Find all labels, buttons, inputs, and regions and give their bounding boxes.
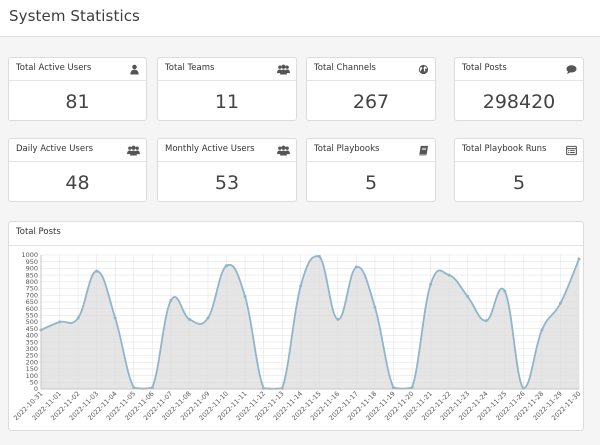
card-header: Total Active Users [9, 58, 146, 81]
data-point [317, 254, 321, 258]
y-tick-label: 400 [26, 332, 38, 340]
data-point [76, 316, 80, 320]
card-header: Total Channels [307, 58, 435, 81]
card-header: Total Posts [9, 222, 583, 246]
card-title: Total Channels [314, 63, 376, 73]
card-header: Total Playbook Runs [455, 139, 583, 162]
stat-card-monthly-active-users: Monthly Active Users 53 [157, 138, 297, 202]
data-point [113, 316, 117, 320]
page-title: System Statistics [9, 7, 140, 25]
card-title: Total Playbook Runs [462, 144, 547, 154]
users-icon [277, 145, 290, 156]
y-tick-label: 200 [26, 358, 38, 366]
data-point [150, 386, 154, 390]
y-tick-label: 550 [26, 312, 38, 320]
stat-card-total-playbook-runs: Total Playbook Runs 5 [454, 138, 584, 202]
y-tick-label: 500 [26, 318, 38, 326]
data-point [577, 257, 581, 261]
card-header: Total Teams [158, 58, 296, 81]
y-tick-label: 0 [34, 385, 38, 393]
data-point [558, 301, 562, 305]
y-tick-label: 700 [26, 291, 38, 299]
card-header: Total Playbooks [307, 139, 435, 162]
data-point [354, 265, 358, 269]
stat-card-total-active-users: Total Active Users 81 [8, 57, 147, 121]
card-title: Total Active Users [16, 63, 92, 73]
data-point [225, 264, 229, 268]
globe-icon [418, 64, 429, 75]
y-tick-label: 350 [26, 338, 38, 346]
area-fill [41, 256, 579, 389]
card-value: 5 [512, 172, 526, 194]
y-tick-label: 1000 [21, 251, 38, 259]
list-alt-icon [566, 145, 577, 156]
card-value: 11 [214, 91, 240, 113]
y-tick-label: 900 [26, 265, 38, 273]
card-title: Total Teams [165, 63, 215, 73]
data-point [429, 282, 433, 286]
y-tick-label: 850 [26, 271, 38, 279]
card-header: Daily Active Users [9, 139, 146, 162]
data-point [336, 317, 340, 321]
data-point [299, 284, 303, 288]
card-header: Total Posts [455, 58, 583, 81]
stat-card-total-playbooks: Total Playbooks 5 [306, 138, 436, 202]
card-value: 5 [364, 172, 378, 194]
card-title: Monthly Active Users [165, 144, 255, 154]
data-point [466, 295, 470, 299]
card-value: 267 [352, 91, 390, 113]
card-header: Monthly Active Users [158, 139, 296, 162]
users-icon [127, 145, 140, 156]
data-point [187, 317, 191, 321]
y-tick-label: 950 [26, 258, 38, 266]
data-point [132, 386, 136, 390]
users-icon [277, 64, 290, 75]
data-point [540, 328, 544, 332]
total-posts-chart-card: Total Posts 0 50 100 150 200 250 300 350 400 450 5… [8, 221, 584, 431]
y-tick-label: 100 [26, 372, 38, 380]
data-point [206, 316, 210, 320]
card-value: 53 [214, 172, 240, 194]
y-tick-label: 750 [26, 285, 38, 293]
y-tick-label: 800 [26, 278, 38, 286]
chart-title: Total Posts [16, 227, 61, 237]
card-value: 81 [65, 91, 90, 113]
data-point [447, 273, 451, 277]
data-point [391, 386, 395, 390]
total-posts-chart: 0501001502002503003504004505005506006507… [12, 251, 582, 422]
stat-card-total-posts: Total Posts 298420 [454, 57, 584, 121]
stat-card-daily-active-users: Daily Active Users 48 [8, 138, 147, 202]
y-tick-label: 300 [26, 345, 38, 353]
card-title: Total Posts [462, 63, 507, 73]
y-tick-label: 250 [26, 352, 38, 360]
comment-icon [566, 65, 577, 75]
y-tick-label: 650 [26, 298, 38, 306]
data-point [243, 295, 247, 299]
user-icon [130, 64, 139, 75]
data-point [95, 269, 99, 273]
card-title: Total Playbooks [314, 144, 380, 154]
stat-card-total-teams: Total Teams 11 [157, 57, 297, 121]
y-tick-label: 50 [30, 379, 38, 387]
data-point [503, 289, 507, 293]
card-value: 48 [65, 172, 90, 194]
y-tick-label: 150 [26, 365, 38, 373]
data-point [373, 305, 377, 309]
book-icon [419, 145, 429, 156]
data-point [410, 386, 414, 390]
stat-card-total-channels: Total Channels 267 [306, 57, 436, 121]
data-point [58, 320, 62, 324]
data-point [484, 319, 488, 323]
card-title: Daily Active Users [16, 144, 94, 154]
y-tick-label: 600 [26, 305, 38, 313]
page-header: System Statistics [0, 0, 600, 37]
y-tick-label: 450 [26, 325, 38, 333]
card-value: 298420 [482, 91, 556, 113]
data-point [169, 299, 173, 303]
